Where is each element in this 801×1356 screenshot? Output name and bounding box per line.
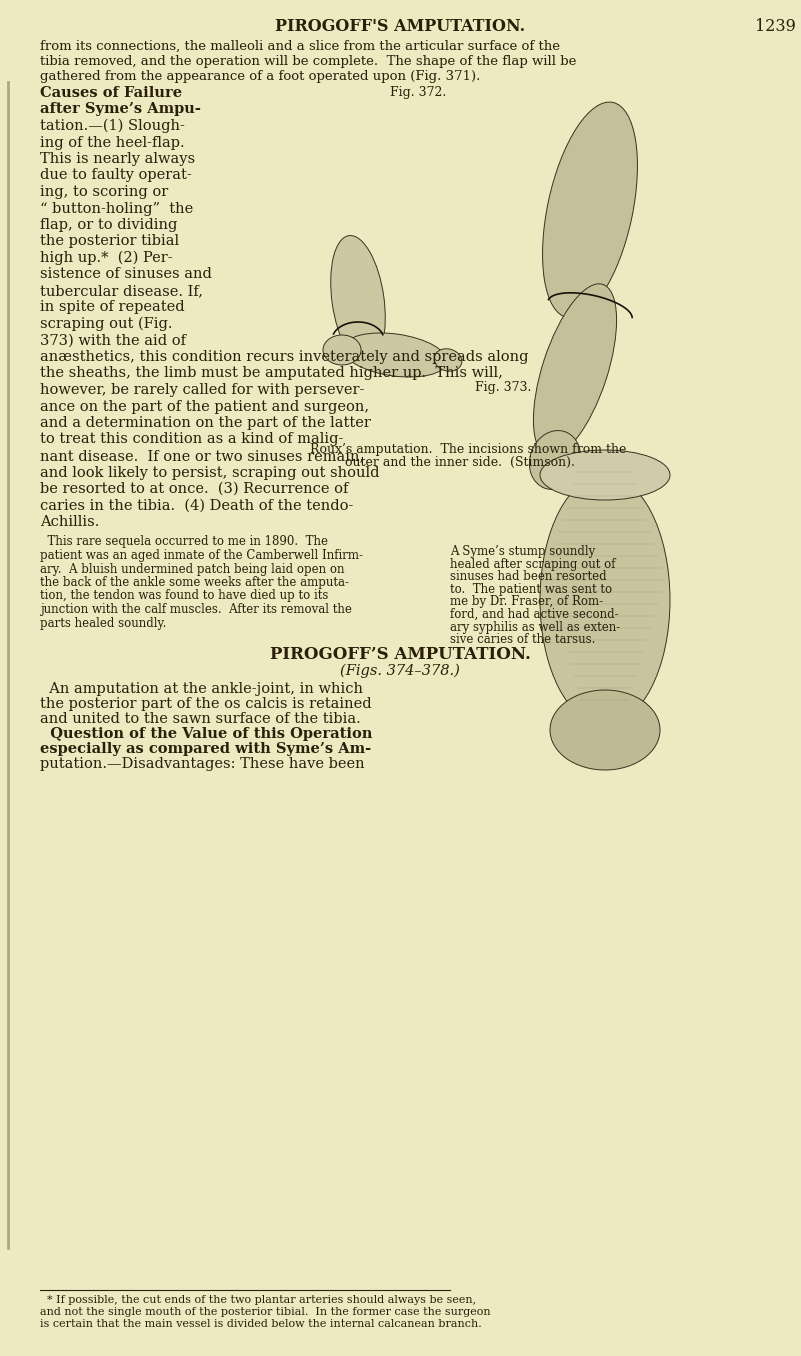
Text: due to faulty operat-: due to faulty operat- [40,168,191,183]
Text: (Figs. 374–378.): (Figs. 374–378.) [340,664,460,678]
Text: anæsthetics, this condition recurs inveterately and spreads along: anæsthetics, this condition recurs invet… [40,350,529,363]
Text: PIROGOFF'S AMPUTATION.: PIROGOFF'S AMPUTATION. [275,18,525,35]
Text: and look likely to persist, scraping out should: and look likely to persist, scraping out… [40,465,380,480]
Text: high up.*  (2) Per-: high up.* (2) Per- [40,251,173,266]
Text: Fig. 373.: Fig. 373. [475,381,531,395]
Text: flap, or to dividing: flap, or to dividing [40,218,177,232]
Text: me by Dr. Fraser, of Rom-: me by Dr. Fraser, of Rom- [450,595,603,609]
Text: especially as compared with Syme’s Am-: especially as compared with Syme’s Am- [40,742,371,757]
Text: tubercular disease. If,: tubercular disease. If, [40,283,203,298]
Ellipse shape [533,283,617,456]
Text: parts healed soundly.: parts healed soundly. [40,617,167,629]
Text: “ button-holing”  the: “ button-holing” the [40,202,193,216]
Text: A Syme’s stump soundly: A Syme’s stump soundly [450,545,595,559]
Text: however, be rarely called for with persever-: however, be rarely called for with perse… [40,382,364,397]
Text: tation.—(1) Slough-: tation.—(1) Slough- [40,119,185,133]
Text: ford, and had active second-: ford, and had active second- [450,607,618,621]
Text: ing, to scoring or: ing, to scoring or [40,184,168,199]
Text: the back of the ankle some weeks after the amputa-: the back of the ankle some weeks after t… [40,576,349,589]
Text: be resorted to at once.  (3) Recurrence of: be resorted to at once. (3) Recurrence o… [40,481,348,496]
Ellipse shape [529,431,581,490]
Text: ance on the part of the patient and surgeon,: ance on the part of the patient and surg… [40,400,369,414]
Bar [295,119,785,435]
Text: is certain that the main vessel is divided below the internal calcanean branch.: is certain that the main vessel is divid… [40,1319,481,1329]
Ellipse shape [540,475,670,725]
Text: PIROGOFF’S AMPUTATION.: PIROGOFF’S AMPUTATION. [270,645,530,663]
Text: sistence of sinuses and: sistence of sinuses and [40,267,212,282]
Text: to.  The patient was sent to: to. The patient was sent to [450,583,612,597]
Text: ing of the heel-flap.: ing of the heel-flap. [40,136,184,149]
Text: ary syphilis as well as exten-: ary syphilis as well as exten- [450,621,620,633]
Text: 1239: 1239 [755,18,796,35]
Ellipse shape [323,335,361,365]
Text: sinuses had been resorted: sinuses had been resorted [450,571,606,583]
Text: in spite of repeated: in spite of repeated [40,301,184,315]
Text: ary.  A bluish undermined patch being laid open on: ary. A bluish undermined patch being lai… [40,563,344,575]
Text: and not the single mouth of the posterior tibial.  In the former case the surgeo: and not the single mouth of the posterio… [40,1307,491,1317]
Text: tion, the tendon was found to have died up to its: tion, the tendon was found to have died … [40,590,328,602]
Text: gathered from the appearance of a foot operated upon (Fig. 371).: gathered from the appearance of a foot o… [40,71,481,83]
Text: and a determination on the part of the latter: and a determination on the part of the l… [40,416,371,430]
Text: caries in the tibia.  (4) Death of the tendo-: caries in the tibia. (4) Death of the te… [40,499,353,513]
Text: Question of the Value of this Operation: Question of the Value of this Operation [40,727,372,740]
Text: from its connections, the malleoli and a slice from the articular surface of the: from its connections, the malleoli and a… [40,39,560,53]
Text: This rare sequela occurred to me in 1890.  The: This rare sequela occurred to me in 1890… [40,536,328,548]
Ellipse shape [540,450,670,500]
Text: the posterior tibial: the posterior tibial [40,235,179,248]
Text: Fig. 372.: Fig. 372. [390,85,446,99]
Ellipse shape [542,102,638,317]
Text: Causes of Failure: Causes of Failure [40,85,182,100]
Ellipse shape [434,348,462,372]
Ellipse shape [550,690,660,770]
Text: after Syme’s Ampu-: after Syme’s Ampu- [40,103,201,117]
Ellipse shape [331,236,385,365]
Text: patient was an aged inmate of the Camberwell Infirm-: patient was an aged inmate of the Camber… [40,549,363,561]
Text: sive caries of the tarsus.: sive caries of the tarsus. [450,633,595,645]
Text: Roux’s amputation.  The incisions shown from the: Roux’s amputation. The incisions shown f… [310,443,626,456]
Text: 373) with the aid of: 373) with the aid of [40,334,186,347]
Text: nant disease.  If one or two sinuses remain,: nant disease. If one or two sinuses rema… [40,449,364,462]
Text: An amputation at the ankle-joint, in which: An amputation at the ankle-joint, in whi… [40,682,363,696]
Text: junction with the calf muscles.  After its removal the: junction with the calf muscles. After it… [40,603,352,616]
Text: tibia removed, and the operation will be complete.  The shape of the flap will b: tibia removed, and the operation will be… [40,56,577,68]
Text: * If possible, the cut ends of the two plantar arteries should always be seen,: * If possible, the cut ends of the two p… [40,1295,476,1304]
Text: This is nearly always: This is nearly always [40,152,195,165]
Text: to treat this condition as a kind of malig-: to treat this condition as a kind of mal… [40,433,344,446]
Text: and united to the sawn surface of the tibia.: and united to the sawn surface of the ti… [40,712,360,725]
Text: outer and the inner side.  (Stimson).: outer and the inner side. (Stimson). [345,456,575,469]
Text: Achillis.: Achillis. [40,515,99,529]
Text: putation.—Disadvantages: These have been: putation.—Disadvantages: These have been [40,757,364,772]
Text: the sheaths, the limb must be amputated higher up.  This will,: the sheaths, the limb must be amputated … [40,366,503,381]
Text: scraping out (Fig.: scraping out (Fig. [40,317,172,331]
Text: the posterior part of the os calcis is retained: the posterior part of the os calcis is r… [40,697,372,711]
Ellipse shape [343,334,447,377]
Text: healed after scraping out of: healed after scraping out of [450,559,615,571]
